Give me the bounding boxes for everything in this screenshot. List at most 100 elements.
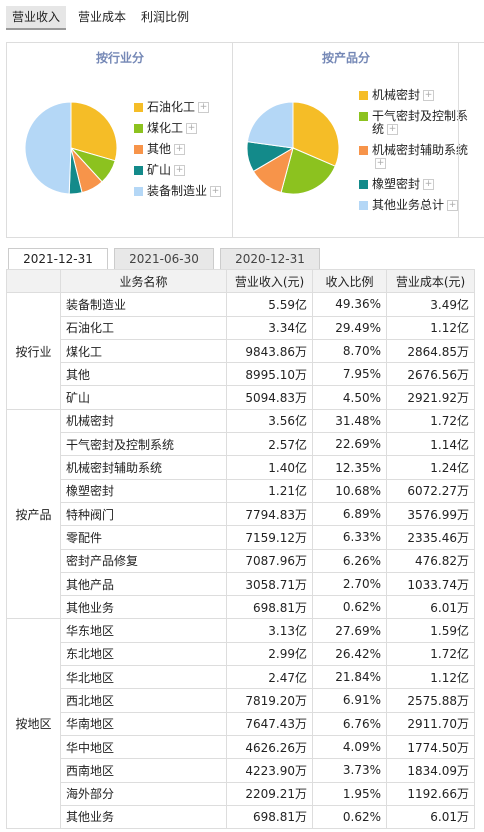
table-cell: 东北地区 <box>60 641 227 667</box>
table-cell: 西南地区 <box>60 758 227 783</box>
legend-swatch <box>134 145 143 154</box>
table-cell: 6072.27万 <box>386 478 475 503</box>
legend-toggle[interactable]: + <box>375 158 386 169</box>
table-cell: 21.84% <box>312 665 387 690</box>
table-cell: 石油化工 <box>60 315 227 340</box>
table-cell: 机械密封辅助系统 <box>60 455 227 480</box>
tab[interactable]: 利润比例 <box>141 10 190 24</box>
table-cell: 华东地区 <box>60 618 227 643</box>
header-cell: 业务名称 <box>60 268 227 294</box>
legend-toggle[interactable]: + <box>210 186 222 197</box>
table-cell: 1.59亿 <box>386 618 475 643</box>
table-cell: 1033.74万 <box>386 571 475 597</box>
table-row: 其他业务 698.81万 0.62% 6.01万 <box>7 804 475 830</box>
table-cell: 其他业务 <box>60 804 227 830</box>
table-cell: 其他 <box>60 362 227 387</box>
legend-label: 干气密封及控制系统 <box>372 109 469 136</box>
table-cell: 橡塑密封 <box>60 478 227 503</box>
panel-clipped <box>458 42 484 238</box>
table-cell: 西北地区 <box>60 688 227 713</box>
table-cell: 3.73% <box>312 758 387 783</box>
table-row: 密封产品修复 7087.96万 6.26% 476.82万 <box>7 548 475 573</box>
table-cell: 1.12亿 <box>386 315 475 340</box>
legend-toggle[interactable]: + <box>423 90 435 101</box>
legend-swatch <box>359 112 368 121</box>
table-row: 按地区 华东地区 3.13亿 27.69% 1.59亿 <box>6 618 475 830</box>
pie-chart <box>24 101 118 195</box>
legend-toggle[interactable]: + <box>387 124 399 135</box>
table-row: 华南地区 7647.43万 6.76% 2911.70万 <box>7 711 475 736</box>
date-tab[interactable]: 2020-12-31 <box>220 248 320 269</box>
date-tab[interactable]: 2021-12-31 <box>8 248 108 269</box>
table-cell: 海外部分 <box>60 781 227 806</box>
pie-slice <box>292 101 340 167</box>
table-row: 其他 8995.10万 7.95% 2676.56万 <box>7 362 475 387</box>
table-cell: 1.14亿 <box>386 432 475 457</box>
table-cell: 26.42% <box>312 641 387 667</box>
table-cell: 2921.92万 <box>386 385 475 410</box>
pie-title: 按行业分 <box>95 51 144 65</box>
legend-swatch <box>134 103 143 112</box>
legend-item: 机械密封辅助系统+ <box>359 144 472 170</box>
table-cell: 29.49% <box>312 315 387 340</box>
table-cell: 22.69% <box>312 432 387 457</box>
table-cell: 3576.99万 <box>386 501 475 527</box>
table-cell: 9843.86万 <box>226 338 313 364</box>
group-cell: 按产品 <box>6 408 61 620</box>
table-row: 石油化工 3.34亿 29.49% 1.12亿 <box>7 315 475 340</box>
table-row: 特种阀门 7794.83万 6.89% 3576.99万 <box>7 501 475 527</box>
table-cell: 干气密封及控制系统 <box>60 432 227 457</box>
table-cell: 5094.83万 <box>226 385 313 410</box>
legend-toggle[interactable]: + <box>198 102 210 113</box>
table-cell: 矿山 <box>60 385 227 410</box>
header-cell: 营业收入(元) <box>226 268 313 294</box>
table-row: 东北地区 2.99亿 26.42% 1.72亿 <box>7 641 475 667</box>
table-row: 西南地区 4223.90万 3.73% 1834.09万 <box>7 758 475 783</box>
table-cell: 2575.88万 <box>386 688 475 713</box>
legend-item: 石油化工 + <box>134 101 247 114</box>
table-row: 零配件 7159.12万 6.33% 2335.46万 <box>7 525 475 550</box>
table-row: 干气密封及控制系统 2.57亿 22.69% 1.14亿 <box>7 432 475 457</box>
legend-item: 其他业务总计 + <box>359 199 472 212</box>
table-cell: 1192.66万 <box>386 781 475 806</box>
table-cell: 6.01万 <box>386 595 475 620</box>
legend-label: 其他 <box>147 142 172 156</box>
table-row: 其他产品 3058.71万 2.70% 1033.74万 <box>7 571 475 597</box>
table-cell: 3.34亿 <box>226 315 313 340</box>
tab[interactable]: 营业成本 <box>78 10 127 24</box>
pie-slice <box>280 147 336 195</box>
pie-slice <box>24 101 72 195</box>
table-cell: 49.36% <box>312 292 387 317</box>
table-cell: 6.76% <box>312 711 387 736</box>
table-cell: 1.12亿 <box>386 665 475 690</box>
pie-panel: 按产品分 机械密封 + 干气密封及控制系统 + 机械密封辅助系统+ 橡塑密封 + 其他业务总计 + <box>232 42 468 238</box>
table-cell: 6.33% <box>312 525 387 550</box>
table-cell: 6.91% <box>312 688 387 713</box>
table-cell: 零配件 <box>60 525 227 550</box>
date-tab[interactable]: 2021-06-30 <box>114 248 214 269</box>
table-cell: 3.49亿 <box>386 292 475 317</box>
legend-label: 矿山 <box>147 163 172 177</box>
table-cell: 698.81万 <box>226 595 313 620</box>
table-cell: 1.72亿 <box>386 408 475 434</box>
legend-item: 其他 + <box>134 143 247 156</box>
legend-item: 矿山 + <box>134 164 247 177</box>
table-cell: 2.70% <box>312 571 387 597</box>
table-cell: 2911.70万 <box>386 711 475 736</box>
tab[interactable]: 营业收入 <box>6 6 67 30</box>
legend-swatch <box>134 166 143 175</box>
data-table: 业务名称 营业收入(元) 收入比例 营业成本(元) 按行业 装备制造业 5.59亿 49.36… <box>6 268 475 830</box>
legend-toggle[interactable]: + <box>423 179 435 190</box>
table-cell: 31.48% <box>312 408 387 434</box>
legend-label: 装备制造业 <box>147 184 208 198</box>
legend-toggle[interactable]: + <box>447 200 459 211</box>
table-cell: 华中地区 <box>60 734 227 760</box>
table-cell: 6.89% <box>312 501 387 527</box>
legend-toggle[interactable]: + <box>186 123 198 134</box>
legend-toggle[interactable]: + <box>174 144 186 155</box>
table-row: 橡塑密封 1.21亿 10.68% 6072.27万 <box>7 478 475 503</box>
table-row: 按产品 机械密封 3.56亿 31.48% 1.72亿 <box>6 408 475 620</box>
table-cell: 华南地区 <box>60 711 227 736</box>
legend-toggle[interactable]: + <box>174 165 186 176</box>
table-cell: 1.95% <box>312 781 387 806</box>
